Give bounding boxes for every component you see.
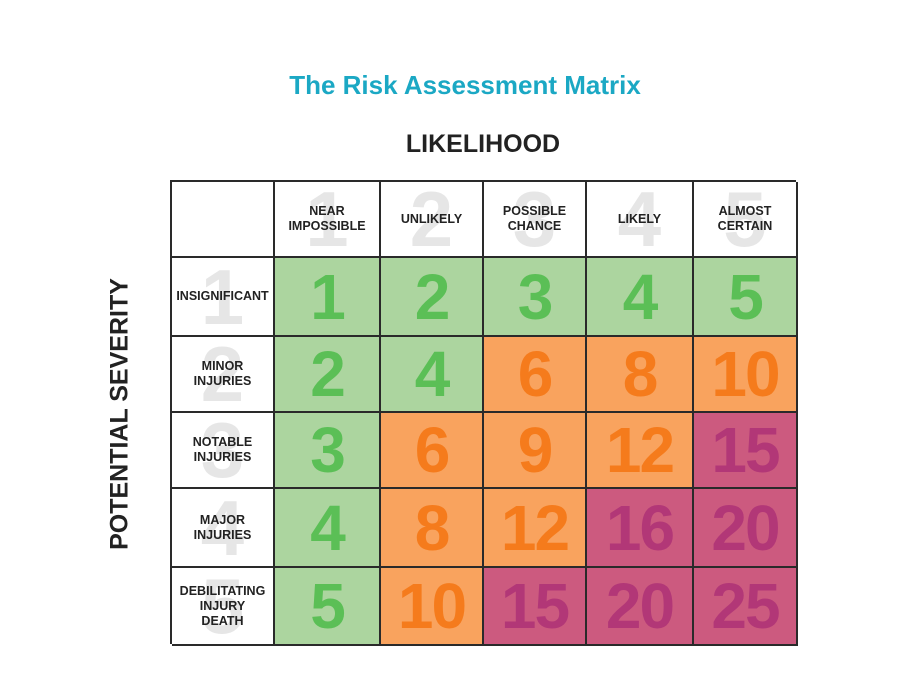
risk-matrix: 1 NEAR IMPOSSIBLE 2 UNLIKELY 3 POSSIBLE CHANC… bbox=[170, 180, 798, 646]
risk-cell-3-1: 3 bbox=[275, 413, 381, 489]
likelihood-rank-3: 3 bbox=[512, 182, 557, 258]
risk-cell-2-3: 6 bbox=[484, 337, 587, 413]
risk-cell-4-4: 16 bbox=[587, 489, 694, 568]
likelihood-header-5: 5 ALMOST CERTAIN bbox=[694, 182, 798, 258]
severity-label-1: INSIGNIFICANT bbox=[176, 289, 269, 303]
risk-cell-3-5: 15 bbox=[694, 413, 798, 489]
likelihood-axis-label: LIKELIHOOD bbox=[405, 130, 561, 158]
risk-score: 20 bbox=[605, 570, 675, 642]
likelihood-header-2: 2 UNLIKELY bbox=[381, 182, 484, 258]
severity-rank-2: 2 bbox=[200, 337, 245, 413]
likelihood-header-3: 3 POSSIBLE CHANCE bbox=[484, 182, 587, 258]
risk-cell-5-1: 5 bbox=[275, 568, 381, 646]
risk-score: 15 bbox=[711, 414, 780, 486]
risk-cell-1-1: 1 bbox=[275, 258, 381, 337]
severity-header-2: 2 MINOR INJURIES bbox=[172, 337, 275, 413]
risk-cell-1-3: 3 bbox=[484, 258, 587, 337]
risk-cell-1-2: 2 bbox=[381, 258, 484, 337]
severity-label-4: MAJOR INJURIES bbox=[193, 512, 252, 542]
risk-cell-4-1: 4 bbox=[275, 489, 381, 568]
severity-rank-1: 1 bbox=[200, 258, 245, 337]
risk-score: 4 bbox=[414, 338, 451, 410]
risk-cell-1-4: 4 bbox=[587, 258, 694, 337]
likelihood-rank-1: 1 bbox=[305, 182, 349, 258]
likelihood-rank-5: 5 bbox=[723, 182, 767, 258]
risk-score: 8 bbox=[622, 338, 659, 410]
risk-score: 10 bbox=[397, 570, 467, 642]
risk-score: 5 bbox=[310, 570, 346, 642]
risk-score: 4 bbox=[622, 260, 659, 333]
risk-cell-3-4: 12 bbox=[587, 413, 694, 489]
risk-cell-4-2: 8 bbox=[381, 489, 484, 568]
risk-score: 1 bbox=[310, 260, 346, 333]
risk-cell-2-2: 4 bbox=[381, 337, 484, 413]
risk-cell-5-4: 20 bbox=[587, 568, 694, 646]
matrix-corner-cell bbox=[172, 182, 275, 258]
risk-cell-2-1: 2 bbox=[275, 337, 381, 413]
likelihood-header-1: 1 NEAR IMPOSSIBLE bbox=[275, 182, 381, 258]
page-title: The Risk Assessment Matrix bbox=[289, 70, 641, 100]
likelihood-rank-4: 4 bbox=[617, 182, 662, 258]
risk-score: 6 bbox=[517, 338, 554, 410]
severity-header-4: 4 MAJOR INJURIES bbox=[172, 489, 275, 568]
risk-cell-3-3: 9 bbox=[484, 413, 587, 489]
risk-score: 16 bbox=[605, 491, 675, 564]
risk-score: 6 bbox=[414, 414, 451, 486]
risk-cell-3-2: 6 bbox=[381, 413, 484, 489]
likelihood-label-2: UNLIKELY bbox=[400, 211, 463, 226]
risk-score: 3 bbox=[517, 260, 554, 333]
likelihood-label-3: POSSIBLE CHANCE bbox=[502, 204, 567, 233]
risk-cell-2-4: 8 bbox=[587, 337, 694, 413]
severity-rank-5: 5 bbox=[200, 568, 245, 646]
risk-cell-1-5: 5 bbox=[694, 258, 798, 337]
risk-score: 2 bbox=[414, 260, 451, 333]
likelihood-header-4: 4 LIKELY bbox=[587, 182, 694, 258]
risk-score: 15 bbox=[500, 570, 570, 642]
severity-header-1: 1 INSIGNIFICANT bbox=[172, 258, 275, 337]
risk-cell-5-2: 10 bbox=[381, 568, 484, 646]
risk-score: 9 bbox=[517, 414, 554, 486]
likelihood-label-1: NEAR IMPOSSIBLE bbox=[288, 204, 366, 233]
likelihood-rank-2: 2 bbox=[409, 182, 454, 258]
risk-score: 25 bbox=[711, 570, 780, 642]
risk-score: 12 bbox=[500, 491, 570, 564]
risk-score: 4 bbox=[310, 491, 346, 564]
severity-rank-4: 4 bbox=[200, 489, 245, 568]
severity-rank-3: 3 bbox=[200, 413, 245, 489]
risk-cell-4-3: 12 bbox=[484, 489, 587, 568]
risk-cell-2-5: 10 bbox=[694, 337, 798, 413]
risk-score: 2 bbox=[310, 338, 346, 410]
severity-label-2: MINOR INJURIES bbox=[193, 359, 252, 388]
severity-header-5: 5 DEBILITATING INJURY DEATH bbox=[172, 568, 275, 646]
severity-axis-label: POTENTIAL SEVERITY bbox=[105, 278, 134, 550]
risk-score: 3 bbox=[310, 414, 346, 486]
likelihood-label-5: ALMOST CERTAIN bbox=[717, 204, 773, 233]
risk-score: 8 bbox=[414, 491, 451, 564]
risk-cell-5-3: 15 bbox=[484, 568, 587, 646]
severity-label-5: DEBILITATING INJURY DEATH bbox=[179, 583, 266, 628]
risk-score: 10 bbox=[711, 338, 780, 410]
likelihood-label-4: LIKELY bbox=[617, 211, 662, 226]
risk-score: 20 bbox=[711, 491, 780, 564]
risk-cell-4-5: 20 bbox=[694, 489, 798, 568]
risk-score: 5 bbox=[728, 260, 764, 333]
severity-label-3: NOTABLE INJURIES bbox=[192, 435, 253, 464]
risk-cell-5-5: 25 bbox=[694, 568, 798, 646]
risk-score: 12 bbox=[605, 414, 675, 486]
severity-header-3: 3 NOTABLE INJURIES bbox=[172, 413, 275, 489]
